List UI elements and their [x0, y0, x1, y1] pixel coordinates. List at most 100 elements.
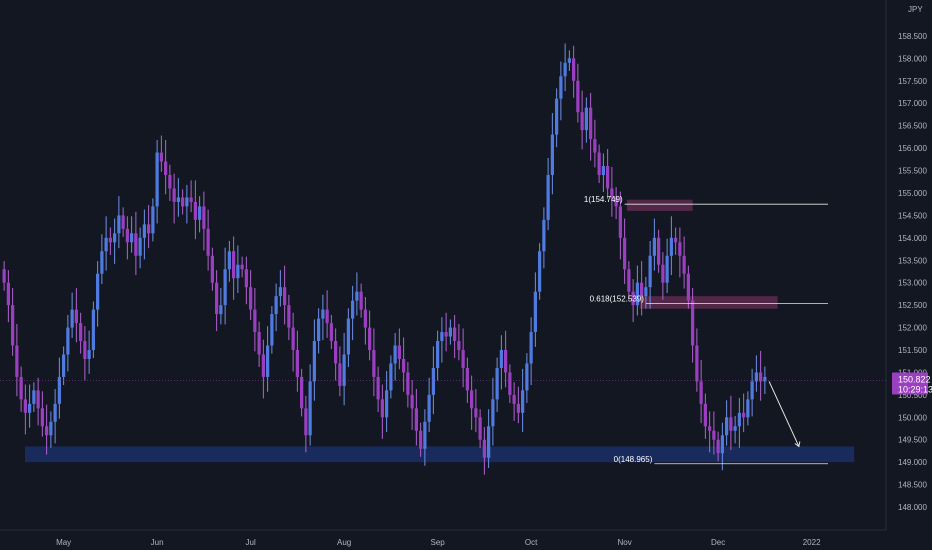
- candle-body: [729, 417, 733, 431]
- candle-body: [172, 188, 176, 202]
- candle-body: [593, 139, 597, 153]
- candle-body: [147, 224, 151, 234]
- candle-body: [6, 282, 10, 306]
- x-tick-label: Jun: [151, 538, 164, 547]
- time-axis[interactable]: May Jun Jul Aug Sep Oct Nov Dec 2022: [0, 529, 886, 547]
- candle-body: [385, 390, 389, 418]
- projection-arrow: [768, 381, 801, 448]
- candle-body: [15, 345, 19, 377]
- candle-body: [28, 403, 32, 413]
- candle-body: [134, 233, 138, 256]
- x-tick-label: Dec: [711, 538, 725, 547]
- candle-body: [427, 394, 431, 422]
- candle-body: [121, 215, 125, 229]
- x-tick-label: Aug: [337, 538, 351, 547]
- candle-body: [223, 269, 227, 306]
- zones-layer: [25, 199, 855, 463]
- candle-body: [763, 376, 767, 382]
- candle-body: [62, 354, 66, 377]
- candle-body: [342, 354, 346, 386]
- price-axis-background: [886, 0, 932, 550]
- candle-body: [181, 197, 185, 207]
- candle-body: [372, 350, 376, 377]
- candle-body: [219, 305, 223, 315]
- candle-body: [691, 300, 695, 346]
- candle-body: [257, 332, 261, 355]
- candle-body: [138, 237, 142, 256]
- candle-body: [725, 417, 729, 436]
- candle-body: [206, 228, 210, 256]
- candle-body: [703, 403, 707, 427]
- candle-body: [538, 251, 542, 292]
- y-tick-label: 155.000: [898, 189, 927, 198]
- candle-body: [444, 332, 448, 337]
- candle-body: [125, 228, 129, 243]
- candle-body: [244, 269, 248, 288]
- candle-body: [402, 358, 406, 373]
- candles-layer: [2, 43, 767, 475]
- candle-body: [176, 197, 180, 202]
- candle-body: [210, 255, 214, 283]
- candle-body: [512, 394, 516, 404]
- x-tick-label: Nov: [618, 538, 632, 547]
- currency-label: JPY: [908, 5, 923, 14]
- candle-body: [113, 233, 117, 243]
- candle-body: [278, 287, 282, 297]
- candle-body: [733, 426, 737, 431]
- candle-body: [295, 350, 299, 377]
- candle-body: [49, 421, 53, 436]
- candle-body: [542, 219, 546, 252]
- candle-body: [164, 161, 168, 175]
- candle-body: [754, 372, 758, 382]
- candle-body: [389, 363, 393, 391]
- candle-body: [283, 287, 287, 306]
- candle-body: [461, 350, 465, 368]
- candle-body: [499, 350, 503, 368]
- y-tick-label: 155.500: [898, 167, 927, 176]
- x-tick-label: Jul: [246, 538, 256, 547]
- candle-body: [559, 76, 563, 99]
- candle-body: [108, 237, 112, 243]
- candle-body: [193, 201, 197, 220]
- y-tick-label: 157.500: [898, 77, 927, 86]
- candle-body: [431, 367, 435, 395]
- candle-body: [185, 197, 189, 207]
- candle-body: [96, 273, 100, 310]
- candle-body: [380, 399, 384, 418]
- candle-body: [627, 269, 631, 292]
- fib-label: 1(154.749): [584, 195, 623, 204]
- candle-body: [657, 237, 661, 265]
- candle-body: [448, 327, 452, 337]
- candle-body: [521, 390, 525, 413]
- candle-body: [45, 426, 49, 436]
- arrow-head: [794, 441, 801, 448]
- y-tick-label: 153.500: [898, 256, 927, 265]
- price-axis[interactable]: 148.000 148.500 149.000 149.500 150.000 150.5…: [885, 0, 932, 550]
- candle-body: [304, 408, 308, 436]
- candle-body: [2, 269, 6, 283]
- candle-body: [644, 287, 648, 297]
- candle-body: [440, 332, 444, 342]
- candle-body: [742, 412, 746, 418]
- candle-body: [716, 439, 720, 454]
- candle-body: [202, 206, 206, 229]
- candle-body: [584, 107, 588, 131]
- candle-body: [240, 264, 244, 270]
- candle-body: [695, 345, 699, 382]
- candle-body: [70, 309, 74, 328]
- candle-body: [291, 327, 295, 350]
- candle-body: [359, 291, 363, 310]
- candle-body: [351, 300, 355, 319]
- candle-body: [266, 345, 270, 377]
- candle-body: [23, 399, 27, 413]
- candle-body: [249, 287, 253, 310]
- fib-label: 0(148.965): [614, 455, 653, 464]
- current-price-text: 150.822: [898, 375, 931, 385]
- candle-body: [491, 399, 495, 427]
- current-price-tag: 150.822 10:29:13: [892, 372, 932, 395]
- candle-body: [580, 112, 584, 131]
- candle-body: [236, 264, 240, 279]
- candle-body: [652, 237, 656, 256]
- y-tick-label: 156.500: [898, 122, 927, 131]
